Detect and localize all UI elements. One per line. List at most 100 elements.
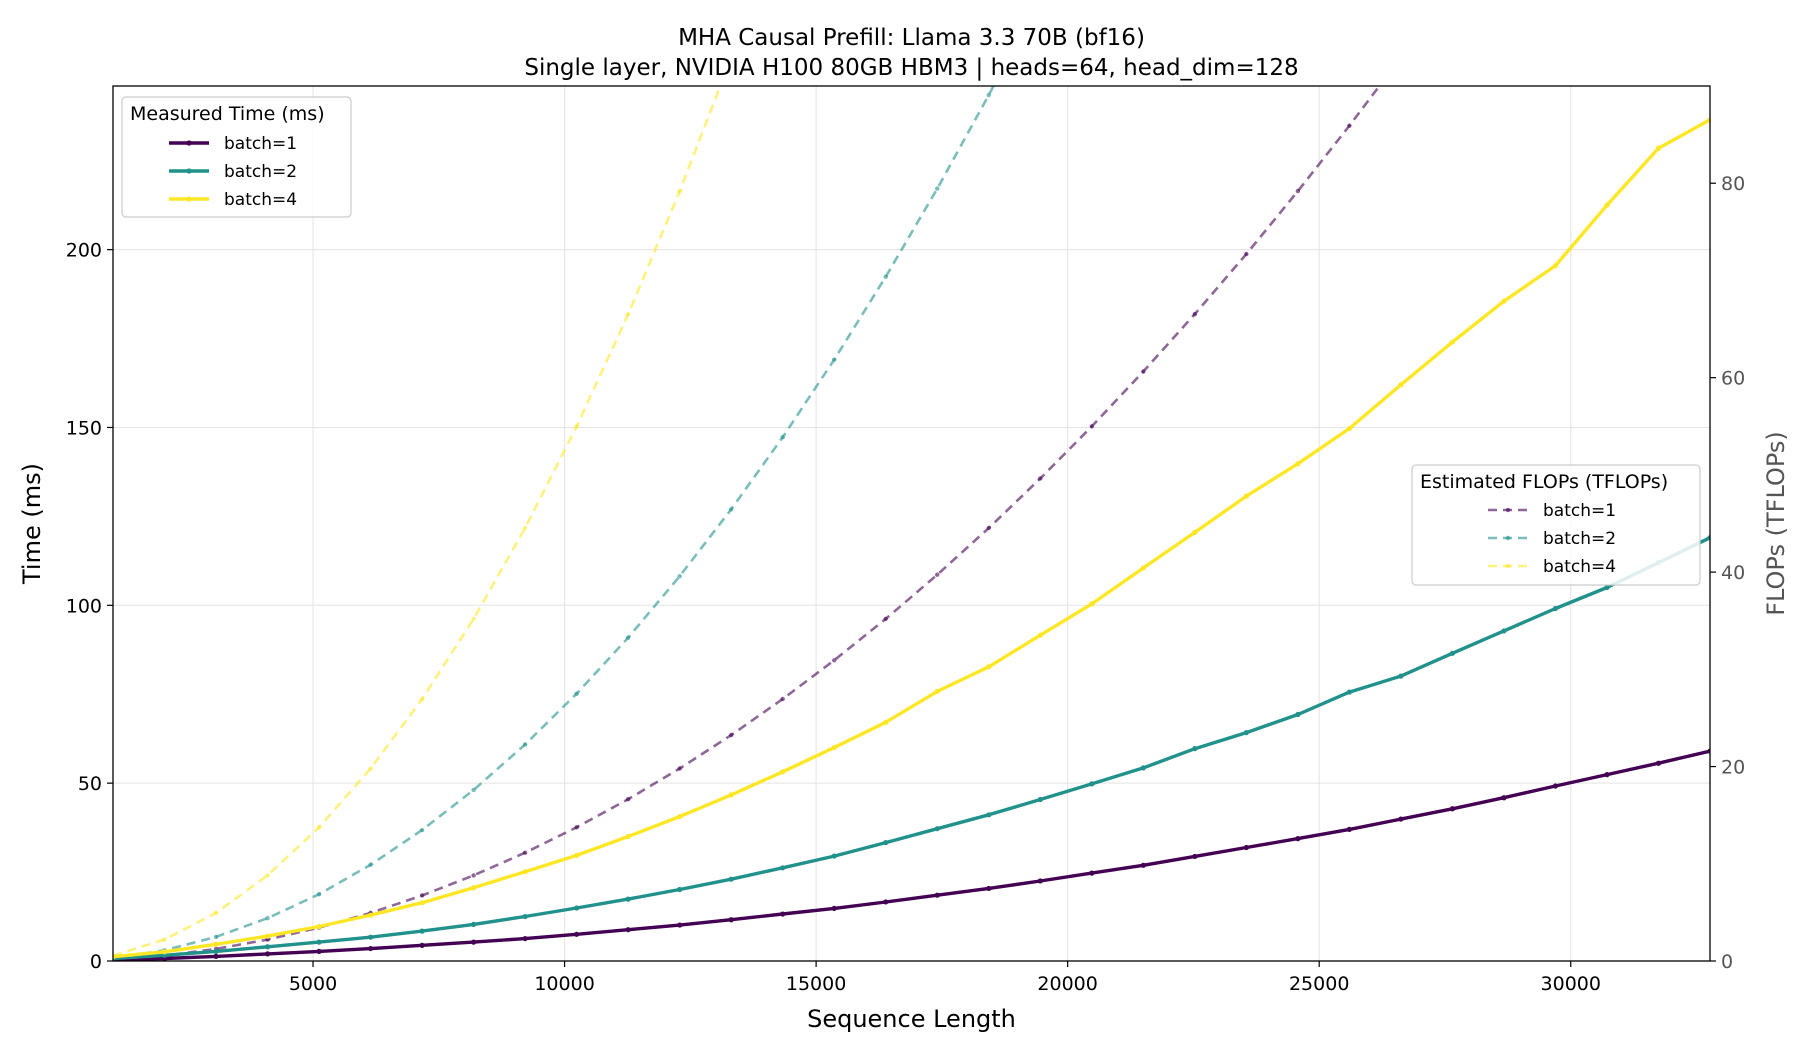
- time-point: [574, 931, 580, 937]
- time-point: [264, 951, 271, 957]
- flops-point: [213, 910, 219, 916]
- legend-flops-label: batch=4: [1543, 557, 1616, 577]
- time-point: [625, 833, 631, 840]
- flops-point: [986, 92, 991, 98]
- time-line-batch-2: [113, 536, 1710, 961]
- flops-point: [316, 825, 322, 830]
- time-line-batch-4: [113, 118, 1710, 959]
- x-tick-label: 10000: [534, 973, 594, 995]
- time-point: [264, 944, 271, 950]
- time-point: [780, 769, 786, 775]
- time-point: [1604, 202, 1610, 208]
- flops-point: [574, 691, 579, 696]
- flops-line-batch-2: [113, 86, 995, 960]
- legend-flops-items: batch=1 batch=2 batch=4: [1488, 501, 1616, 577]
- time-point: [1449, 650, 1456, 656]
- flops-point: [574, 424, 579, 429]
- legend-flops-marker: [1505, 563, 1511, 569]
- time-point: [1140, 765, 1146, 771]
- legend-time-label: batch=2: [224, 162, 297, 182]
- y-tick-label: 50: [78, 773, 102, 795]
- legend-flops-marker: [1505, 535, 1511, 541]
- legend-flops: Estimated FLOPs (TFLOPs) batch=1batch=2b…: [1411, 464, 1701, 586]
- time-point: [780, 911, 786, 917]
- flops-point: [1141, 369, 1146, 374]
- time-point: [213, 941, 219, 947]
- time-point: [574, 852, 580, 858]
- legend-time: Measured Time (ms) batch=1 batch=2 batch=4: [121, 96, 352, 218]
- time-point: [883, 719, 889, 725]
- time-point: [1501, 795, 1507, 801]
- time-point: [883, 899, 889, 905]
- legend-time-marker: [186, 140, 192, 146]
- flops-point: [1089, 424, 1095, 429]
- flops-point: [265, 873, 270, 878]
- time-point: [1449, 806, 1456, 812]
- time-point: [883, 839, 889, 846]
- flops-point: [1038, 476, 1043, 481]
- flops-point: [471, 787, 476, 793]
- time-point: [625, 896, 631, 902]
- y2-tick-label: 60: [1721, 368, 1745, 390]
- legend-time-items: batch=1 batch=2 batch=4: [169, 134, 297, 210]
- time-point: [677, 922, 683, 928]
- legend-time-label: batch=4: [224, 190, 297, 210]
- time-point: [1552, 263, 1559, 269]
- time-point: [1501, 298, 1507, 304]
- time-point: [522, 935, 528, 942]
- y-tick-label: 150: [66, 417, 102, 439]
- time-point: [1192, 746, 1198, 752]
- y-tick-label: 0: [90, 951, 102, 973]
- time-point: [1037, 878, 1043, 884]
- time-point: [367, 945, 374, 952]
- flops-point: [368, 766, 373, 771]
- time-point: [213, 948, 219, 954]
- legend-time-marker: [186, 168, 192, 174]
- flops-point: [265, 937, 270, 942]
- legend-flops-marker: [1505, 507, 1511, 513]
- flops-point: [522, 742, 528, 747]
- time-point: [1398, 673, 1404, 679]
- x-tick-label: 30000: [1541, 973, 1601, 995]
- time-point: [934, 892, 940, 898]
- time-point: [728, 917, 734, 923]
- time-point: [471, 939, 477, 945]
- flops-line-batch-4: [113, 86, 722, 957]
- x-tick-label: 25000: [1289, 973, 1349, 995]
- time-point: [625, 927, 631, 933]
- flops-point: [471, 873, 476, 878]
- time-point: [831, 744, 837, 751]
- time-point: [1604, 772, 1610, 778]
- y2-tick-label: 80: [1721, 173, 1745, 195]
- flops-point: [625, 797, 631, 802]
- time-point: [1243, 730, 1249, 736]
- time-point: [1140, 565, 1146, 571]
- time-point: [831, 853, 837, 859]
- legend-time-title: Measured Time (ms): [130, 103, 325, 125]
- time-point: [1398, 816, 1404, 822]
- flops-point: [832, 357, 837, 362]
- time-point: [986, 812, 992, 818]
- time-point: [986, 885, 992, 892]
- y2-axis-label: FLOPs (TFLOPs): [1762, 431, 1790, 616]
- time-point: [1295, 836, 1301, 842]
- legend-flops-label: batch=2: [1543, 529, 1616, 549]
- time-point: [1192, 529, 1198, 535]
- time-point: [1295, 711, 1301, 718]
- time-point: [1655, 760, 1662, 766]
- y-axis-label: Time (ms): [18, 463, 46, 585]
- flops-point: [986, 525, 991, 531]
- plot-frame: [112, 85, 1711, 962]
- legend-flops-box: [1411, 464, 1701, 586]
- flops-point: [728, 507, 734, 512]
- flops-point: [780, 696, 785, 702]
- time-point: [419, 900, 425, 906]
- time-point: [1037, 632, 1043, 638]
- time-point: [161, 949, 168, 955]
- flops-point: [935, 186, 940, 191]
- x-tick-label: 15000: [786, 973, 846, 995]
- flops-point: [522, 850, 528, 855]
- time-point: [1089, 781, 1095, 787]
- flops-point: [1244, 251, 1249, 257]
